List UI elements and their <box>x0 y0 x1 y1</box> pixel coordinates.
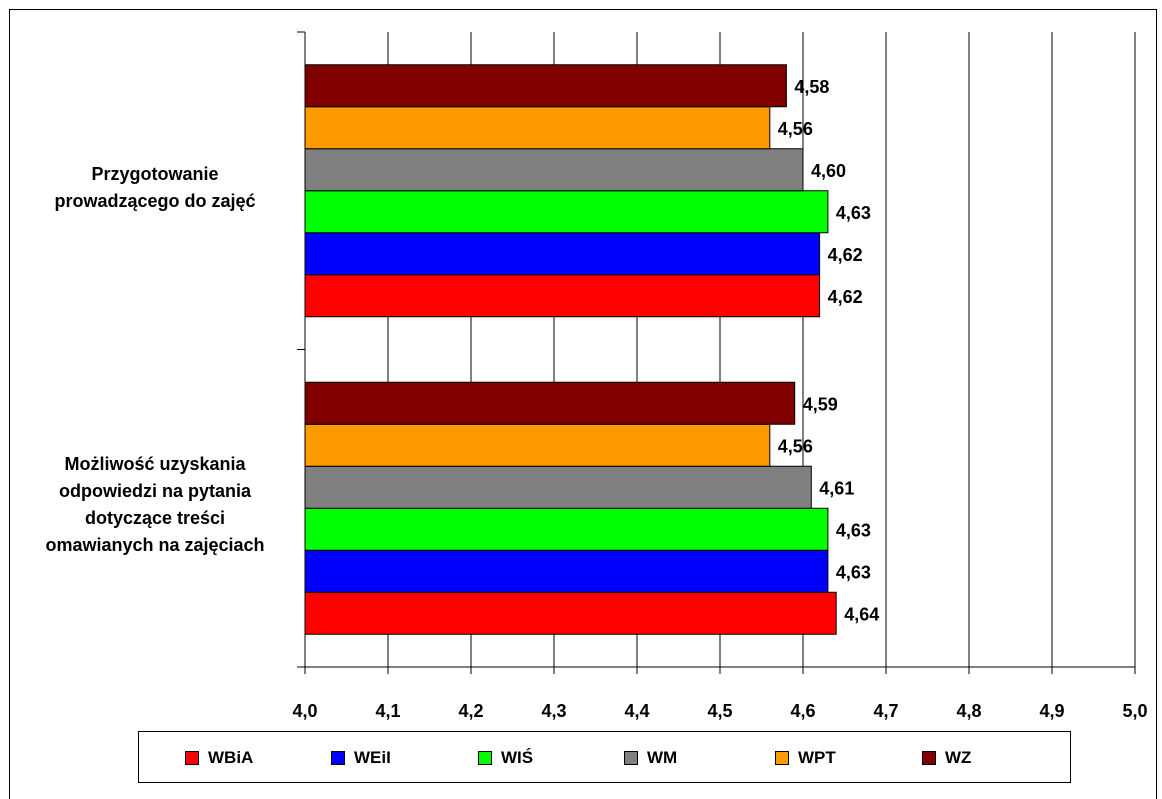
category-label: Możliwość uzyskania odpowiedzi na pytania… <box>10 451 300 559</box>
x-tick-label: 4,3 <box>541 701 566 721</box>
x-tick-label: 4,0 <box>292 701 317 721</box>
data-label: 4,56 <box>778 119 813 139</box>
legend-swatch <box>331 751 345 765</box>
data-label: 4,64 <box>844 604 879 624</box>
x-tick-label: 4,6 <box>790 701 815 721</box>
category-label-line: prowadzącego do zajęć <box>54 190 256 211</box>
bar-wm <box>304 465 812 509</box>
data-label: 4,56 <box>778 436 813 456</box>
legend-swatch <box>624 751 638 765</box>
legend-item: WEiI <box>331 748 391 768</box>
data-label: 4,59 <box>803 394 838 414</box>
legend-label: WPT <box>798 748 836 767</box>
bar-weii <box>304 549 829 593</box>
bar-wm <box>304 148 804 192</box>
x-tick-label: 4,8 <box>956 701 981 721</box>
data-label: 4,63 <box>836 520 871 540</box>
bar-wbia <box>304 274 821 318</box>
data-label: 4,62 <box>828 287 863 307</box>
chart-legend: WBiA WEiI WIŚ WM WPT WZ <box>138 731 1071 783</box>
data-label: 4,61 <box>819 478 854 498</box>
legend-swatch <box>478 751 492 765</box>
bar-wpt <box>304 423 771 467</box>
bar-wiś <box>304 507 829 551</box>
category-label-line: omawianych na zajęciach <box>45 535 265 556</box>
legend-label: WIŚ <box>501 748 534 767</box>
legend-label: WBiA <box>208 748 254 767</box>
legend-item: WPT <box>775 748 836 768</box>
category-label-line: dotyczące treści <box>84 508 226 529</box>
data-label: 4,60 <box>811 161 846 181</box>
legend-label: WEiI <box>354 748 391 767</box>
bar-wiś <box>304 190 829 234</box>
x-tick-label: 4,4 <box>624 701 649 721</box>
bar-wz <box>304 381 796 425</box>
legend-item: WZ <box>922 748 971 768</box>
category-label-line: Przygotowanie <box>91 163 219 184</box>
data-label: 4,58 <box>794 77 829 97</box>
legend-swatch <box>185 751 199 765</box>
legend-swatch <box>922 751 936 765</box>
x-tick-label: 4,9 <box>1039 701 1064 721</box>
category-label-line: odpowiedzi na pytania <box>58 481 251 502</box>
legend-label: WM <box>647 748 678 767</box>
bar-weii <box>304 232 821 276</box>
legend-item: WBiA <box>185 748 253 768</box>
x-tick-label: 5,0 <box>1122 701 1147 721</box>
legend-item: WIŚ <box>478 748 533 768</box>
legend-label: WZ <box>945 748 972 767</box>
legend-item: WM <box>624 748 677 768</box>
data-label: 4,62 <box>828 245 863 265</box>
data-label: 4,63 <box>836 562 871 582</box>
x-tick-label: 4,2 <box>458 701 483 721</box>
bar-wbia <box>304 591 837 635</box>
x-tick-label: 4,7 <box>873 701 898 721</box>
x-tick-label: 4,1 <box>375 701 400 721</box>
bar-wpt <box>304 106 771 150</box>
legend-swatch <box>775 751 789 765</box>
category-label: Przygotowanie prowadzącego do zajęć <box>10 161 300 215</box>
x-tick-label: 4,5 <box>707 701 732 721</box>
chart-frame <box>9 9 1157 799</box>
bar-wz <box>304 64 787 108</box>
category-label-line: Możliwość uzyskania <box>64 454 246 475</box>
data-label: 4,63 <box>836 203 871 223</box>
